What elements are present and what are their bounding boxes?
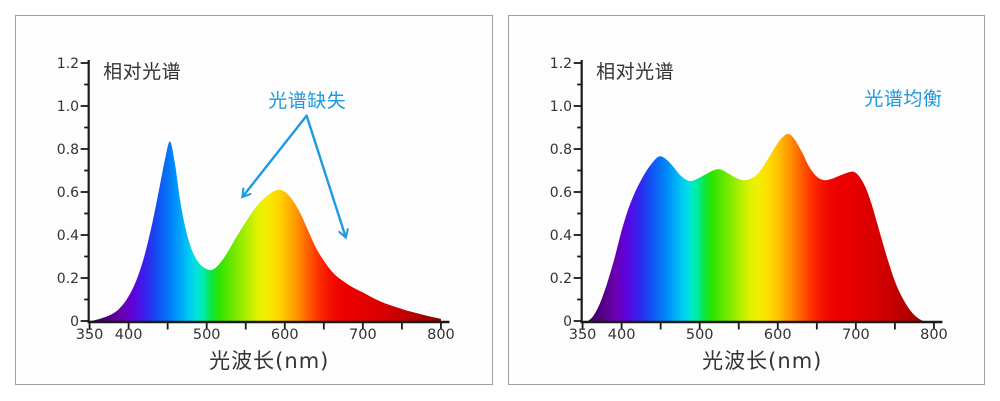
- x-tick-label: 800: [427, 327, 455, 343]
- y-tick-label: 0.4: [549, 228, 571, 244]
- axes: 0 0.2 0.4 0.6 0.8 1.0 1.2 350 400 500 600 700 800: [57, 56, 455, 343]
- x-tick-label: 400: [607, 327, 635, 343]
- chart-render-layer-0: 0 0.2 0.4 0.6 0.8 1.0 1.2 350 400 500 600 700 800: [57, 56, 455, 343]
- x-axis-label: 光波长(nm): [209, 348, 329, 373]
- y-tick-label: 0: [70, 314, 79, 330]
- y-tick-label: 0.8: [549, 142, 571, 158]
- x-tick-label: 400: [115, 327, 143, 343]
- x-tick-label: 500: [685, 327, 713, 343]
- spectrum-chart-deficient: 0 0.2 0.4 0.6 0.8 1.0 1.2 350 400 500 600 700 800 相对…: [57, 56, 455, 373]
- right-spectrum-panel: 0 0.2 0.4 0.6 0.8 1.0 1.2 350 400 500 600 700 800 相对…: [507, 15, 985, 385]
- chart-title: 相对光谱: [103, 61, 181, 83]
- axes: 0 0.2 0.4 0.6 0.8 1.0 1.2 350 400 500 600 700 800: [549, 56, 947, 343]
- x-tick-label: 700: [349, 327, 377, 343]
- y-tick-label: 1.2: [549, 56, 571, 72]
- y-tick-label: 0.6: [57, 185, 79, 201]
- y-tick-label: 0.8: [57, 142, 79, 158]
- y-tick-label: 1.0: [549, 99, 571, 115]
- y-tick-label: 0.2: [549, 271, 571, 287]
- y-tick-label: 1.2: [57, 56, 79, 72]
- x-tick-label: 600: [271, 327, 299, 343]
- chart-title: 相对光谱: [596, 61, 674, 83]
- y-tick-label: 0.4: [57, 228, 79, 244]
- x-tick-label: 500: [193, 327, 221, 343]
- annotation-arrow: [305, 114, 349, 240]
- annotation-spectrum-missing: 光谱缺失: [268, 90, 346, 112]
- y-tick-label: 1.0: [57, 99, 79, 115]
- annotation-spectrum-balanced: 光谱均衡: [864, 88, 942, 110]
- x-tick-label: 350: [76, 327, 104, 343]
- x-tick-label: 700: [842, 327, 870, 343]
- x-tick-label: 800: [920, 327, 948, 343]
- y-tick-label: 0: [563, 314, 572, 330]
- chart-render-layer-1: 0 0.2 0.4 0.6 0.8 1.0 1.2 350 400 500 600 700 800: [549, 56, 947, 343]
- spectral-area: [586, 132, 925, 323]
- spectrum-chart-balanced: 0 0.2 0.4 0.6 0.8 1.0 1.2 350 400 500 600 700 800 相对…: [549, 56, 947, 373]
- y-tick-label: 0.6: [549, 185, 571, 201]
- spectral-area: [89, 139, 443, 323]
- x-tick-label: 350: [568, 327, 596, 343]
- left-spectrum-panel: 0 0.2 0.4 0.6 0.8 1.0 1.2 350 400 500 600 700 800 相对…: [15, 15, 493, 385]
- x-tick-label: 600: [763, 327, 791, 343]
- annotation-arrow: [241, 114, 308, 199]
- x-axis-label: 光波长(nm): [702, 348, 822, 373]
- y-tick-label: 0.2: [57, 271, 79, 287]
